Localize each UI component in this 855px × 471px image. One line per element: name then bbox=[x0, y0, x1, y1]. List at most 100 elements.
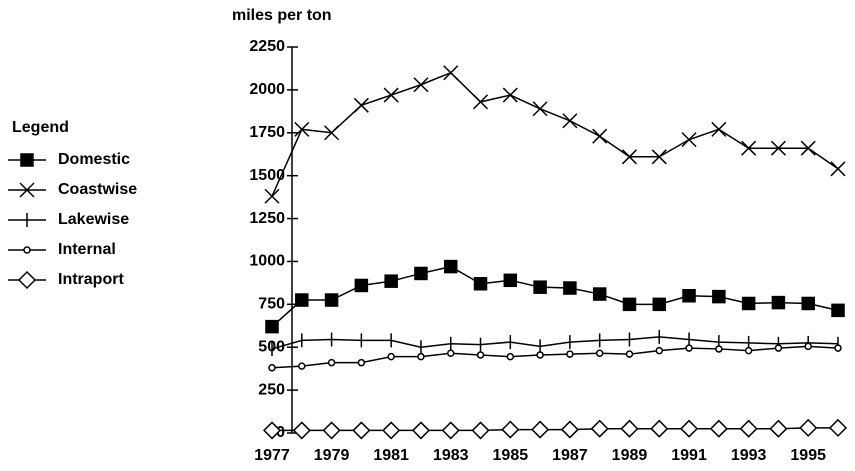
legend-marker bbox=[17, 270, 37, 290]
data-point bbox=[799, 418, 818, 437]
data-point bbox=[595, 349, 604, 357]
data-point bbox=[506, 352, 515, 361]
data-point bbox=[709, 419, 728, 438]
data-point bbox=[414, 266, 428, 281]
data-point bbox=[712, 289, 726, 304]
data-point bbox=[620, 419, 639, 438]
data-point bbox=[327, 358, 336, 367]
data-point bbox=[774, 344, 783, 352]
data-point bbox=[800, 140, 816, 156]
data-point bbox=[531, 420, 550, 439]
data-point bbox=[590, 419, 609, 438]
data-point bbox=[682, 289, 696, 303]
data-point bbox=[563, 281, 577, 295]
data-point bbox=[592, 287, 607, 301]
data-point bbox=[501, 420, 520, 439]
data-point bbox=[801, 296, 815, 311]
data-point bbox=[324, 293, 339, 307]
data-point bbox=[443, 259, 458, 274]
data-point bbox=[560, 420, 579, 439]
data-point bbox=[441, 421, 460, 440]
data-point bbox=[830, 161, 846, 177]
data-point bbox=[383, 87, 399, 103]
data-point bbox=[741, 296, 756, 311]
data-point bbox=[443, 65, 459, 81]
y-tick-label: 2000 bbox=[249, 81, 285, 98]
legend-marker bbox=[23, 246, 31, 254]
series-line bbox=[271, 265, 839, 328]
legend-label: Lakewise bbox=[58, 211, 129, 228]
y-tick-label: 1750 bbox=[249, 124, 285, 141]
y-tick-label: 1000 bbox=[249, 253, 285, 270]
y-tick-label: 750 bbox=[258, 296, 285, 313]
legend-label: Intraport bbox=[58, 271, 124, 288]
x-tick-label: 1987 bbox=[552, 447, 588, 464]
legend-title: Legend bbox=[12, 119, 69, 136]
data-point bbox=[262, 421, 282, 440]
series-line bbox=[271, 336, 839, 350]
data-point bbox=[294, 121, 310, 137]
legend-label: Domestic bbox=[58, 151, 130, 168]
data-point bbox=[472, 94, 489, 110]
data-point bbox=[532, 101, 548, 117]
data-point bbox=[354, 278, 369, 293]
data-point bbox=[322, 421, 341, 440]
data-point bbox=[771, 295, 786, 310]
data-point bbox=[681, 132, 697, 148]
legend-label: Internal bbox=[58, 241, 116, 258]
legend-label: Coastwise bbox=[58, 181, 137, 198]
data-point bbox=[655, 346, 664, 355]
data-point bbox=[834, 344, 842, 352]
data-point bbox=[739, 419, 758, 438]
data-point bbox=[592, 128, 608, 144]
data-point bbox=[652, 297, 667, 312]
data-point bbox=[622, 297, 637, 312]
data-point bbox=[471, 421, 490, 440]
data-point bbox=[382, 421, 401, 440]
y-tick-label: 1250 bbox=[249, 210, 285, 227]
x-tick-label: 1981 bbox=[373, 447, 409, 464]
data-point bbox=[804, 342, 812, 351]
data-point bbox=[268, 364, 276, 372]
data-point bbox=[769, 419, 788, 438]
data-point bbox=[352, 421, 371, 440]
data-point bbox=[353, 97, 369, 113]
data-point bbox=[621, 149, 638, 165]
x-tick-label: 1989 bbox=[612, 447, 648, 464]
data-point bbox=[685, 344, 693, 352]
data-point bbox=[324, 125, 340, 141]
data-point bbox=[533, 280, 547, 294]
data-point bbox=[413, 77, 429, 93]
data-point bbox=[265, 319, 279, 334]
data-point bbox=[476, 351, 485, 359]
y-tick-label: 250 bbox=[258, 381, 285, 398]
data-point bbox=[711, 121, 727, 137]
y-tick-label: 2250 bbox=[249, 38, 285, 55]
data-point bbox=[679, 419, 699, 438]
legend-marker bbox=[19, 182, 35, 198]
data-point bbox=[503, 273, 518, 288]
data-point bbox=[770, 140, 786, 156]
data-point bbox=[292, 421, 311, 440]
data-point bbox=[625, 350, 634, 358]
data-point bbox=[298, 362, 306, 370]
data-point bbox=[264, 188, 280, 204]
data-point bbox=[384, 274, 398, 288]
data-point bbox=[502, 87, 518, 103]
x-tick-label: 1995 bbox=[790, 447, 826, 464]
data-point bbox=[831, 303, 845, 318]
data-point bbox=[295, 293, 309, 307]
data-point bbox=[566, 350, 574, 358]
x-tick-label: 1983 bbox=[433, 447, 469, 464]
y-tick-label: 0 bbox=[276, 424, 285, 441]
data-point bbox=[562, 113, 578, 129]
data-point bbox=[357, 358, 366, 367]
y-tick-label: 1500 bbox=[249, 167, 285, 184]
series-line bbox=[271, 71, 839, 197]
data-point bbox=[651, 149, 667, 165]
data-point bbox=[411, 421, 431, 440]
data-point bbox=[744, 346, 753, 355]
data-point bbox=[650, 419, 669, 438]
data-point bbox=[473, 276, 488, 291]
